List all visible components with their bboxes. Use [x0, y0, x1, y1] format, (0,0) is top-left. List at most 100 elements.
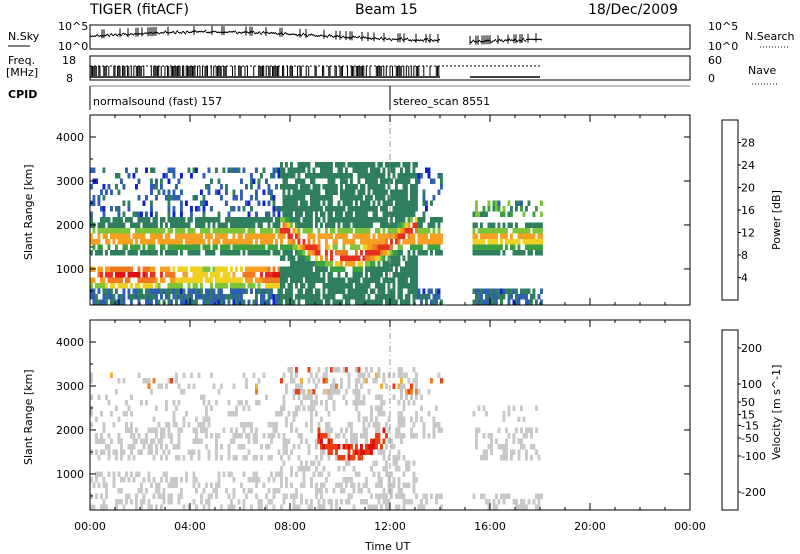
- power-cell: [145, 250, 148, 256]
- power-cell: [490, 288, 493, 294]
- power-cell: [360, 294, 363, 300]
- power-cell: [337, 266, 341, 272]
- power-cell: [147, 294, 151, 300]
- power-cell: [225, 222, 228, 228]
- power-cell: [332, 217, 336, 223]
- power-cell: [510, 222, 513, 228]
- power-cell: [340, 206, 343, 212]
- velocity-cell: [362, 422, 366, 428]
- power-cell: [430, 222, 433, 228]
- power-cell: [400, 222, 403, 228]
- power-cell: [240, 239, 243, 245]
- power-cell: [230, 206, 233, 212]
- power-cell: [400, 283, 403, 289]
- power-cell: [485, 228, 488, 234]
- power-cell: [202, 244, 206, 250]
- power-cell: [177, 195, 181, 201]
- power-cell: [405, 299, 408, 305]
- power-cell: [232, 250, 236, 256]
- power-cell: [310, 272, 313, 278]
- velocity-cell: [295, 427, 298, 433]
- power-cell: [382, 167, 386, 173]
- power-cell: [172, 211, 176, 217]
- power-cell: [360, 266, 363, 272]
- power-cell: [322, 162, 326, 168]
- power-cell: [117, 173, 121, 179]
- power-cell: [110, 266, 113, 272]
- power-cell: [92, 288, 96, 294]
- power-cell: [207, 184, 211, 190]
- velocity-cell: [355, 383, 358, 389]
- power-cell: [275, 217, 278, 223]
- power-cell: [357, 173, 361, 179]
- power-cell: [420, 222, 423, 228]
- power-cell: [195, 233, 198, 239]
- velocity-cell: [405, 372, 408, 378]
- power-cell: [315, 184, 318, 190]
- power-cell: [112, 217, 116, 223]
- velocity-cell: [330, 449, 333, 455]
- velocity-cell: [335, 444, 338, 450]
- power-cell: [180, 228, 183, 234]
- power-cell: [205, 200, 208, 206]
- power-cell: [490, 228, 493, 234]
- velocity-cell: [350, 433, 353, 439]
- power-cell: [327, 206, 331, 212]
- velocity-cell: [297, 433, 301, 439]
- velocity-cell: [440, 378, 443, 384]
- velocity-cell: [360, 488, 363, 494]
- power-cell: [392, 255, 396, 261]
- power-cell: [290, 283, 293, 289]
- power-cell: [420, 217, 423, 223]
- power-cell: [415, 189, 418, 195]
- power-cell: [472, 211, 476, 217]
- power-cell: [112, 239, 116, 245]
- power-cell: [155, 250, 158, 256]
- power-cell: [215, 272, 218, 278]
- velocity-cell: [360, 455, 363, 461]
- power-cell: [342, 266, 346, 272]
- power-cell: [352, 222, 356, 228]
- power-cell: [395, 162, 398, 168]
- velocity-cell: [435, 422, 438, 428]
- power-cell: [387, 261, 391, 267]
- power-cell: [355, 217, 358, 223]
- velocity-cell: [415, 493, 418, 499]
- velocity-cell: [365, 438, 368, 444]
- velocity-cell: [140, 400, 143, 406]
- power-cell: [97, 228, 101, 234]
- power-cell: [312, 283, 316, 289]
- power-cell: [125, 277, 128, 283]
- power-cell: [432, 233, 436, 239]
- power-cell: [472, 228, 476, 234]
- power-cell: [415, 288, 418, 294]
- power-cell: [375, 244, 378, 250]
- power-cell: [405, 178, 408, 184]
- power-cell: [367, 239, 371, 245]
- power-cell: [372, 261, 376, 267]
- velocity-cell: [107, 444, 111, 450]
- power-cell: [390, 228, 393, 234]
- power-cell: [242, 272, 246, 278]
- power-cell: [220, 228, 223, 234]
- power-cell: [172, 217, 176, 223]
- power-cell: [310, 195, 313, 201]
- power-cell: [210, 283, 213, 289]
- velocity-cell: [365, 499, 368, 505]
- velocity-cell: [422, 422, 426, 428]
- x-tick-label: 00:00: [674, 520, 706, 533]
- power-cell: [430, 288, 433, 294]
- power-cell: [325, 173, 328, 179]
- velocity-cell: [317, 504, 321, 510]
- velocity-cell: [205, 499, 208, 505]
- velocity-cell: [372, 378, 376, 384]
- power-cell: [415, 244, 418, 250]
- power-cell: [535, 222, 538, 228]
- power-cell: [287, 288, 291, 294]
- power-cell: [477, 250, 481, 256]
- velocity-cell: [177, 438, 181, 444]
- power-cell: [420, 244, 423, 250]
- power-cell: [405, 200, 408, 206]
- power-cell: [307, 211, 311, 217]
- velocity-cell: [277, 471, 281, 477]
